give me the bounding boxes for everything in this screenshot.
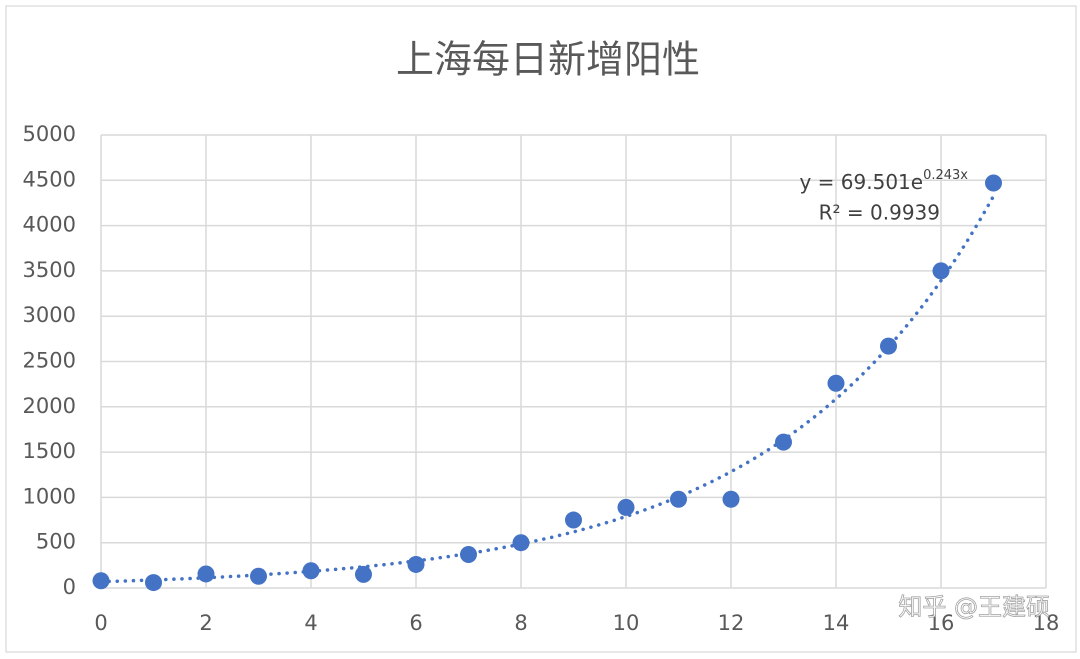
y-tick-label: 5000 [23,122,76,146]
data-point [460,545,477,563]
data-point [92,572,110,590]
y-tick-label: 2000 [23,394,76,418]
x-tick-label: 18 [1033,611,1060,635]
y-tick-label: 0 [63,575,76,599]
data-point [827,374,845,392]
data-point [775,433,792,451]
data-point [670,490,687,508]
data-point [565,511,582,529]
trendline-equation: y = 69.501e0.243x [799,168,968,194]
y-tick-label: 3500 [23,258,76,282]
x-tick-label: 2 [199,611,212,635]
data-point [512,534,530,552]
y-tick-label: 500 [36,530,76,554]
chart-border [5,5,1077,653]
chart-title: 上海每日新增阳性 [396,38,700,82]
y-tick-label: 3000 [23,303,76,327]
y-tick-label: 4000 [23,213,76,237]
data-point [880,337,897,355]
data-point [145,574,162,592]
y-tick-label: 1500 [23,439,76,463]
data-point [932,262,950,280]
x-tick-label: 0 [94,611,107,635]
data-point [355,565,372,583]
x-tick-label: 8 [514,611,527,635]
x-tick-label: 14 [823,611,850,635]
x-tick-label: 12 [718,611,745,635]
watermark: 知乎 @王建硕 [898,593,1050,621]
equation-exponent: 0.243x [923,168,968,183]
y-tick-label: 4500 [23,167,76,191]
equation-base: y = 69.501e [799,170,923,194]
data-point [250,567,267,585]
data-point [407,555,425,573]
x-tick-label: 4 [304,611,317,635]
data-point [722,490,740,508]
data-point [617,498,635,516]
data-point [197,565,215,583]
trendline [99,194,996,584]
data-point [302,562,320,580]
trendline-r2: R² = 0.9939 [819,201,940,225]
x-tick-label: 6 [409,611,422,635]
x-tick-label: 16 [928,611,955,635]
data-point [985,174,1002,192]
x-tick-label: 10 [613,611,640,635]
y-tick-label: 1000 [23,484,76,508]
y-tick-label: 2500 [23,349,76,373]
